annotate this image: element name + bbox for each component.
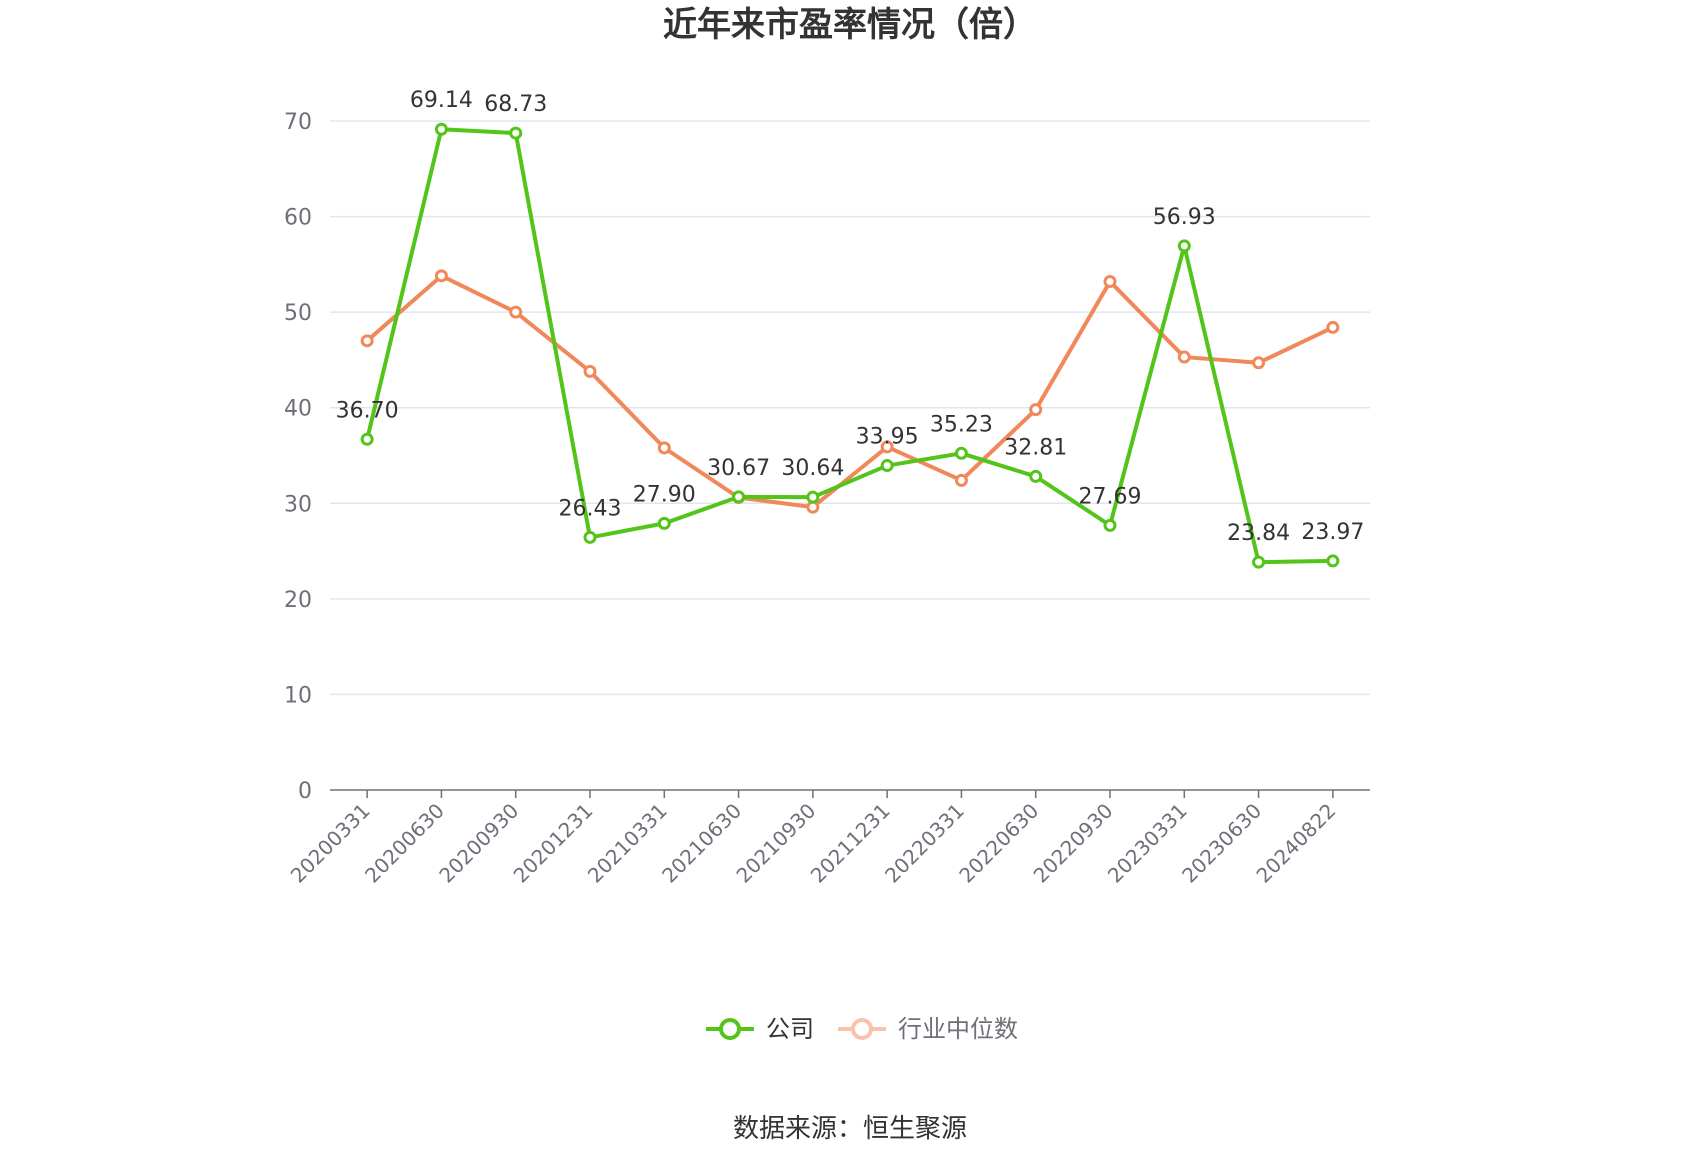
series-line-company <box>365 127 1333 565</box>
y-axis: 0 10 20 30 40 50 60 70 <box>284 110 312 804</box>
legend[interactable]: 公司 行业中位数 <box>706 1015 1018 1043</box>
legend-industry-label: 行业中位数 <box>898 1015 1018 1043</box>
point-industry-median[interactable] <box>1326 320 1340 334</box>
chart-title: 近年来市盈率情况（倍） <box>663 5 1037 45</box>
data-label-company: 68.73 <box>484 92 547 117</box>
x-tick-label: 20220331 <box>880 799 969 888</box>
point-company[interactable] <box>806 490 820 504</box>
x-tick-label: 20200331 <box>286 799 375 888</box>
x-tick-label: 20220630 <box>954 799 1043 888</box>
x-tick-label: 20200930 <box>434 799 523 888</box>
data-label-company: 30.67 <box>707 456 770 481</box>
y-tick-label: 50 <box>284 301 312 326</box>
x-tick-label: 20240822 <box>1251 799 1340 888</box>
data-label-company: 35.23 <box>930 412 993 437</box>
y-tick-label: 40 <box>284 397 312 422</box>
legend-item-company[interactable]: 公司 <box>706 1015 814 1043</box>
y-tick-label: 70 <box>284 110 312 135</box>
point-company[interactable] <box>1177 239 1191 253</box>
y-tick-label: 60 <box>284 206 312 231</box>
point-company[interactable] <box>360 432 374 446</box>
legend-company-marker <box>719 1018 741 1040</box>
point-industry-median[interactable] <box>360 334 374 348</box>
point-industry-median[interactable] <box>657 441 671 455</box>
y-tick-label: 20 <box>284 588 312 613</box>
x-tick-label: 20201231 <box>509 799 598 888</box>
legend-company-label: 公司 <box>766 1015 814 1043</box>
point-industry-median[interactable] <box>1103 275 1117 289</box>
data-label-company: 23.97 <box>1301 520 1364 545</box>
data-source: 数据来源：恒生聚源 <box>733 1114 967 1144</box>
point-industry-median[interactable] <box>434 269 448 283</box>
point-company[interactable] <box>1029 469 1043 483</box>
x-tick-label: 20210630 <box>657 799 746 888</box>
point-company[interactable] <box>509 126 523 140</box>
point-company[interactable] <box>583 530 597 544</box>
data-label-company: 23.84 <box>1227 521 1290 546</box>
data-label-company: 27.69 <box>1079 484 1142 509</box>
x-tick-label: 20211231 <box>806 799 895 888</box>
point-industry-median[interactable] <box>1029 403 1043 417</box>
point-industry-median[interactable] <box>1252 356 1266 370</box>
legend-item-industry-median[interactable]: 行业中位数 <box>838 1015 1018 1043</box>
x-tick-label: 20200630 <box>360 799 449 888</box>
x-tick-label: 20230630 <box>1177 799 1266 888</box>
point-company[interactable] <box>434 122 448 136</box>
point-company[interactable] <box>1326 554 1340 568</box>
data-label-company: 69.14 <box>410 88 473 113</box>
data-label-company: 26.43 <box>559 496 622 521</box>
point-industry-median[interactable] <box>583 364 597 378</box>
point-company[interactable] <box>1103 518 1117 532</box>
series-line-industry-median <box>365 273 1334 510</box>
point-industry-median[interactable] <box>880 440 894 454</box>
point-industry-median[interactable] <box>1177 350 1191 364</box>
point-industry-median[interactable] <box>954 473 968 487</box>
data-label-company: 56.93 <box>1153 205 1216 230</box>
series-group <box>360 122 1340 569</box>
data-label-company: 36.70 <box>336 398 399 423</box>
y-tick-label: 30 <box>284 492 312 517</box>
data-label-company: 27.90 <box>633 482 696 507</box>
data-label-company: 33.95 <box>856 425 919 450</box>
data-label-company: 32.81 <box>1004 435 1067 460</box>
point-company[interactable] <box>1252 555 1266 569</box>
point-company[interactable] <box>954 446 968 460</box>
legend-industry-marker <box>851 1018 873 1040</box>
data-label-company: 30.64 <box>781 456 844 481</box>
point-company[interactable] <box>732 490 746 504</box>
y-tick-label: 0 <box>298 779 312 804</box>
x-axis: 2020033120200630202009302020123120210331… <box>286 789 1370 888</box>
grid-lines <box>330 120 1370 696</box>
x-tick-label: 20220930 <box>1029 799 1118 888</box>
x-tick-label: 20210930 <box>731 799 820 888</box>
x-tick-label: 20210331 <box>583 799 672 888</box>
y-tick-label: 10 <box>284 683 312 708</box>
x-tick-label: 20230331 <box>1103 799 1192 888</box>
point-industry-median[interactable] <box>509 305 523 319</box>
point-company[interactable] <box>880 459 894 473</box>
point-company[interactable] <box>657 516 671 530</box>
data-labels: 36.70 69.14 68.73 26.43 27.90 30.67 30.64 33.95… <box>336 88 1365 546</box>
